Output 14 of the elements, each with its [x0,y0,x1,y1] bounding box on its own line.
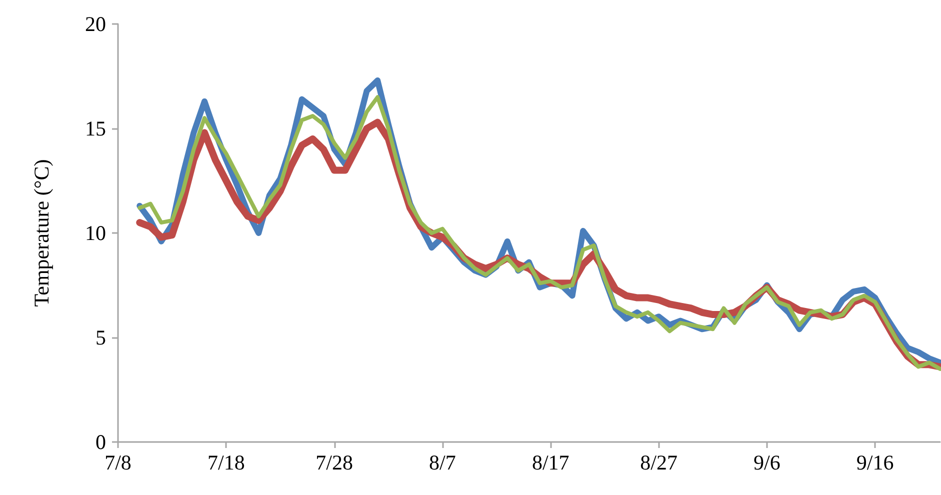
x-tick-label: 9/6 [754,450,780,474]
x-tick-label: 8/27 [640,450,678,474]
x-tick-label: 9/16 [856,450,894,474]
y-tick-label: 20 [85,12,106,36]
x-tick-label: 7/8 [104,450,132,474]
x-tick-label: 7/28 [316,450,353,474]
y-tick-label: 15 [85,116,106,140]
y-tick-label: 0 [96,430,106,454]
x-tick-label: 7/18 [207,450,245,474]
y-axis-title: Temperature (°C) [30,159,54,307]
x-tick-label: 8/17 [532,450,570,474]
x-tick-label: 8/7 [429,450,456,474]
y-tick-label: 5 [96,326,106,350]
y-tick-label: 10 [85,221,106,245]
